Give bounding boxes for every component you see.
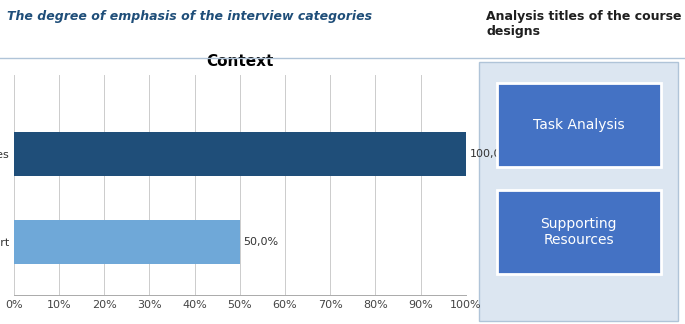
Bar	[14, 132, 466, 176]
Title: Context: Context	[206, 54, 273, 69]
Text: The degree of emphasis of the interview categories: The degree of emphasis of the interview …	[7, 10, 372, 23]
Bar	[14, 220, 240, 264]
Text: 50,0%: 50,0%	[243, 237, 279, 247]
Text: Analysis titles of the course
designs: Analysis titles of the course designs	[486, 10, 682, 38]
Text: Task Analysis: Task Analysis	[533, 118, 625, 132]
Text: Supporting
Resources: Supporting Resources	[540, 216, 617, 247]
Text: 100,0%: 100,0%	[469, 149, 512, 159]
